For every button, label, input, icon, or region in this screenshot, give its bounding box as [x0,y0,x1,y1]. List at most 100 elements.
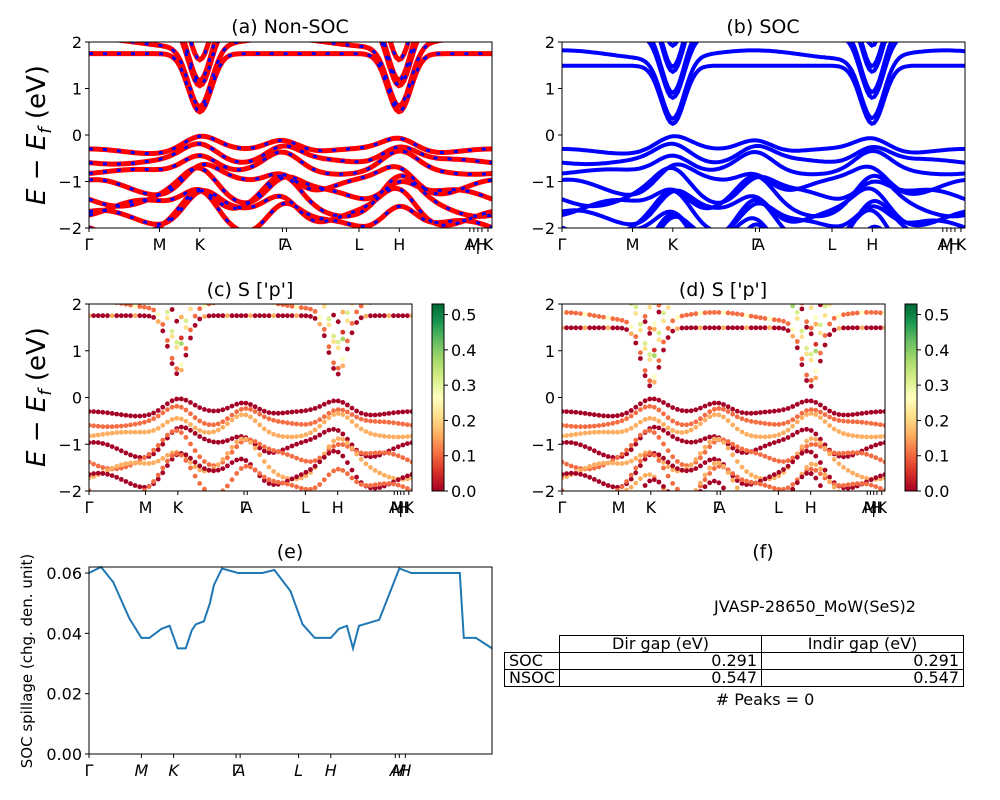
projected-band-point [321,429,327,435]
projected-band-point [734,459,740,464]
projected-band-point [656,425,662,431]
projected-band-point [289,453,295,459]
projected-band-point [169,307,175,312]
projected-band-point [409,433,412,439]
projected-band-point [317,432,323,438]
projected-band-point [391,288,396,293]
projected-band-point [317,404,323,409]
projected-band-point [132,413,138,419]
projected-band-point [592,495,597,500]
projected-band-point [124,288,129,293]
projected-band-point [386,313,392,319]
panel-c-xtick-label: H [398,498,410,517]
projected-band-point [261,444,267,450]
projected-band-point [377,485,383,490]
projected-band-point [808,442,814,447]
projected-band-point [693,424,699,430]
projected-band-point [804,378,809,383]
projected-band-point [781,318,786,324]
projected-band-point [781,459,786,464]
projected-band-point [183,352,189,358]
projected-band-point [340,356,346,362]
projected-band-point [836,326,842,331]
panel-c-projected-bands [89,288,412,491]
projected-band-point [698,325,703,331]
projected-band-point [596,450,602,456]
projected-band-point [95,432,101,438]
projected-band-point [165,458,170,464]
projected-band-point [633,470,639,476]
projected-band-point [592,497,597,502]
projected-band-point [762,325,768,331]
projected-band-point [303,458,309,464]
projected-band-point [564,461,569,467]
projected-band-point [651,430,657,435]
projected-band-point [377,412,383,417]
projected-band-point [822,442,828,448]
projected-band-point [790,486,796,491]
projected-band-point [257,411,263,417]
projected-band-point [633,404,639,410]
projected-band-point [118,462,124,468]
projected-band-point [578,471,583,477]
projected-band-point [633,480,639,486]
projected-band-point [400,409,406,415]
projected-band-point [118,313,124,319]
projected-band-point [169,417,175,422]
projected-band-point [289,476,295,482]
projected-band-point [638,401,643,407]
projected-band-point [753,419,759,425]
projected-band-point [832,508,837,513]
projected-band-point [229,417,235,423]
projected-band-point [169,334,175,339]
projected-band-point [762,316,768,321]
projected-band-point [261,474,267,480]
projected-band-point [758,420,763,426]
projected-band-point [822,472,828,478]
projected-band-point [109,411,115,416]
projected-band-point [225,483,230,489]
projected-band-point [395,477,401,483]
projected-band-point [615,413,620,419]
projected-band-point [606,512,611,517]
projected-band-point [335,407,341,412]
projected-band-point [808,305,814,310]
projected-band-point [312,458,318,463]
projected-band-point [165,338,170,343]
projected-band-point [197,288,202,293]
projected-band-point [597,493,602,498]
projected-band-point [822,445,828,451]
projected-band-point [409,459,412,465]
projected-band-point [748,313,754,319]
projected-band-point [400,455,406,461]
projected-band-point [675,500,680,505]
projected-band-point [808,398,814,404]
projected-band-point [372,313,378,319]
projected-band-point [215,427,221,433]
projected-band-point [91,313,96,319]
projected-band-point [391,446,396,452]
projected-band-point [312,309,318,314]
projected-band-point [734,485,740,491]
projected-band-point [748,449,754,455]
projected-band-point [591,477,597,482]
projected-band-point [804,398,809,404]
projected-band-point [151,460,157,466]
projected-band-point [206,408,212,413]
projected-band-point [882,310,885,316]
projected-band-point [197,434,203,439]
projected-band-point [661,484,666,489]
projected-band-point [261,408,267,414]
panel-a-xtick-label: | [475,235,480,254]
projected-band-point [188,455,193,461]
panel-b-xtick-label: K [956,235,967,254]
panel-a-xtick-label: A [281,235,292,254]
projected-band-point [381,450,387,455]
projected-band-point [716,325,722,331]
projected-band-point [721,485,726,491]
projected-band-point [702,417,708,423]
conduction-band-line [112,42,450,110]
projected-band-point [587,325,593,331]
colorbar-tick-label: 0.5 [451,306,476,325]
projected-band-point [702,403,708,409]
